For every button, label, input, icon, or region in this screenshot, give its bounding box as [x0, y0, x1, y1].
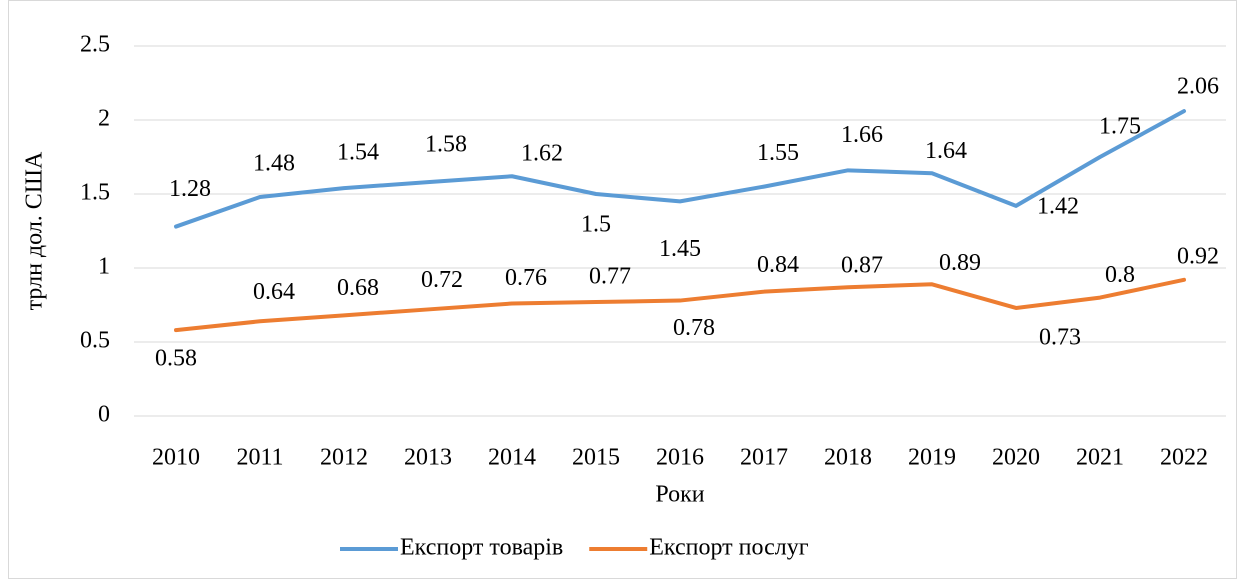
- data-label: 0.92: [1177, 243, 1219, 269]
- y-tick-label: 2: [98, 106, 110, 132]
- data-label: 0.73: [1039, 324, 1081, 350]
- data-label: 0.72: [421, 267, 463, 293]
- data-label: 0.64: [253, 279, 295, 305]
- x-tick-label: 2012: [320, 445, 368, 471]
- chart-border: [8, 0, 1237, 579]
- data-label: 1.55: [757, 140, 799, 166]
- data-label: 2.06: [1177, 74, 1219, 100]
- data-label: 1.48: [253, 150, 295, 176]
- y-tick-label: 1: [98, 254, 110, 280]
- data-label: 0.8: [1105, 262, 1135, 288]
- data-label: 0.76: [505, 265, 547, 291]
- x-tick-label: 2017: [740, 445, 788, 471]
- x-tick-label: 2014: [488, 445, 536, 471]
- data-label: 0.77: [589, 264, 631, 290]
- data-label: 1.58: [425, 132, 467, 158]
- legend-label: Експорт товарів: [400, 535, 563, 561]
- data-line: [174, 109, 1186, 229]
- data-label: 1.54: [337, 140, 379, 166]
- data-label: 1.42: [1037, 193, 1079, 219]
- x-tick-label: 2013: [404, 445, 452, 471]
- data-label: 0.78: [673, 315, 715, 341]
- data-label: 0.87: [841, 253, 883, 279]
- y-tick-label: 0.5: [80, 328, 110, 354]
- data-label: 1.62: [521, 141, 563, 167]
- data-label: 0.84: [757, 252, 799, 278]
- x-tick-label: 2010: [152, 445, 200, 471]
- x-tick-label: 2021: [1076, 445, 1124, 471]
- data-label: 1.64: [925, 138, 967, 164]
- y-axis-title: трлн дол. США: [22, 151, 48, 310]
- x-tick-label: 2011: [236, 445, 283, 471]
- x-tick-label: 2018: [824, 445, 872, 471]
- y-tick-label: 0: [98, 402, 110, 428]
- data-label: 0.89: [939, 250, 981, 276]
- x-axis-title: Роки: [655, 482, 704, 508]
- x-tick-label: 2015: [572, 445, 620, 471]
- data-line: [174, 277, 1186, 333]
- data-label: 1.28: [169, 176, 211, 202]
- y-tick-label: 2.5: [80, 32, 110, 58]
- y-tick-label: 1.5: [80, 180, 110, 206]
- x-tick-label: 2016: [656, 445, 704, 471]
- data-label: 1.75: [1099, 114, 1141, 140]
- x-tick-label: 2019: [908, 445, 956, 471]
- data-label: 1.45: [659, 236, 701, 262]
- x-tick-label: 2020: [992, 445, 1040, 471]
- data-label: 1.5: [581, 212, 611, 238]
- data-label: 0.68: [337, 275, 379, 301]
- legend-label: Експорт послуг: [649, 535, 808, 561]
- data-label: 1.66: [841, 122, 883, 148]
- data-label: 0.58: [155, 346, 197, 372]
- x-tick-label: 2022: [1160, 445, 1208, 471]
